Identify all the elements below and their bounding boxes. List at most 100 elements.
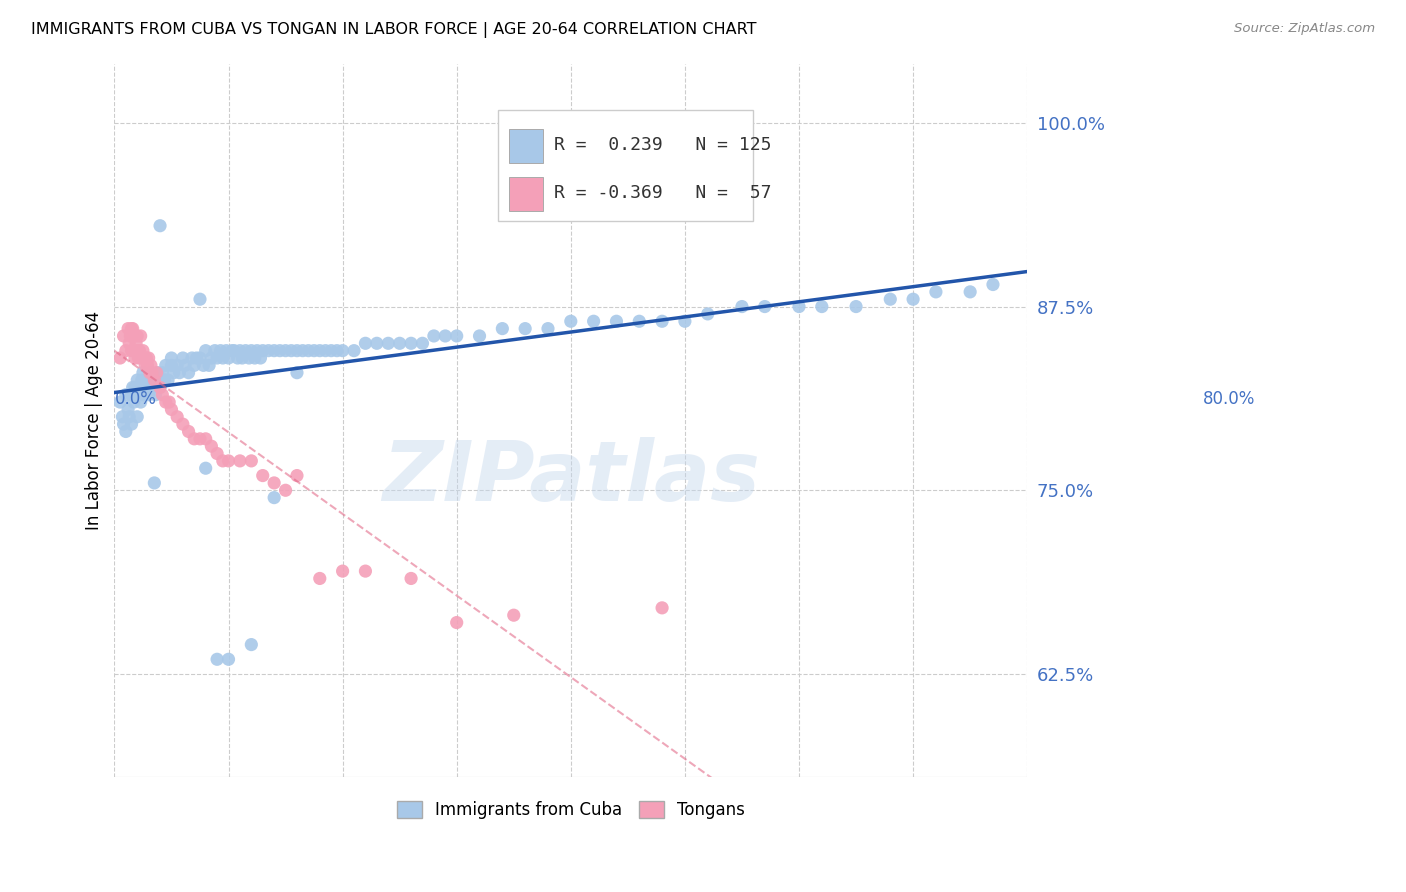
Point bbox=[285, 468, 308, 483]
Point bbox=[143, 475, 166, 490]
Point bbox=[308, 343, 330, 358]
Point bbox=[112, 329, 135, 343]
Point bbox=[194, 461, 217, 475]
Point bbox=[308, 571, 330, 585]
Point bbox=[125, 336, 148, 351]
Point bbox=[731, 300, 754, 314]
Point bbox=[269, 343, 291, 358]
Point bbox=[845, 300, 868, 314]
Point bbox=[628, 314, 651, 328]
Point bbox=[118, 409, 141, 424]
Point bbox=[124, 380, 146, 394]
Point bbox=[118, 336, 141, 351]
Point bbox=[754, 300, 776, 314]
Point bbox=[354, 564, 377, 578]
Point bbox=[117, 321, 139, 335]
Point bbox=[332, 564, 354, 578]
Point bbox=[114, 388, 136, 402]
Point bbox=[127, 343, 149, 358]
Point bbox=[925, 285, 948, 299]
Point bbox=[114, 425, 136, 439]
Point bbox=[537, 321, 560, 335]
Point bbox=[177, 366, 200, 380]
Point bbox=[879, 292, 901, 306]
Point bbox=[157, 395, 180, 409]
Point bbox=[246, 343, 269, 358]
FancyBboxPatch shape bbox=[509, 129, 544, 163]
Text: IMMIGRANTS FROM CUBA VS TONGAN IN LABOR FORCE | AGE 20-64 CORRELATION CHART: IMMIGRANTS FROM CUBA VS TONGAN IN LABOR … bbox=[31, 22, 756, 38]
Point bbox=[139, 366, 162, 380]
Point bbox=[183, 359, 205, 373]
Point bbox=[901, 292, 924, 306]
Point bbox=[135, 373, 157, 387]
Text: 0.0%: 0.0% bbox=[114, 390, 156, 408]
Point bbox=[143, 373, 166, 387]
Point bbox=[240, 454, 263, 468]
Point bbox=[243, 351, 266, 365]
Point bbox=[297, 343, 319, 358]
Point bbox=[139, 359, 162, 373]
Point bbox=[229, 343, 252, 358]
Point bbox=[121, 321, 143, 335]
Point bbox=[127, 409, 149, 424]
Point bbox=[155, 359, 177, 373]
Point bbox=[226, 351, 249, 365]
Point bbox=[252, 343, 274, 358]
Point bbox=[240, 343, 263, 358]
Point bbox=[811, 300, 834, 314]
Point bbox=[257, 343, 280, 358]
Point bbox=[128, 343, 150, 358]
Point bbox=[515, 321, 537, 335]
Point bbox=[468, 329, 491, 343]
Point bbox=[122, 395, 145, 409]
Point bbox=[388, 336, 411, 351]
Point bbox=[218, 454, 240, 468]
Point bbox=[153, 373, 176, 387]
Point bbox=[136, 359, 159, 373]
Point bbox=[131, 351, 153, 365]
Point bbox=[139, 366, 162, 380]
Y-axis label: In Labor Force | Age 20-64: In Labor Force | Age 20-64 bbox=[86, 311, 103, 530]
Point bbox=[188, 292, 211, 306]
Point bbox=[263, 491, 285, 505]
Point bbox=[128, 380, 150, 394]
Point bbox=[194, 432, 217, 446]
Point bbox=[446, 329, 468, 343]
Point bbox=[446, 615, 468, 630]
Legend: Immigrants from Cuba, Tongans: Immigrants from Cuba, Tongans bbox=[389, 794, 752, 826]
Point bbox=[132, 351, 155, 365]
Point bbox=[188, 432, 211, 446]
FancyBboxPatch shape bbox=[498, 111, 754, 221]
Point bbox=[120, 329, 142, 343]
Point bbox=[112, 417, 135, 431]
Point bbox=[117, 402, 139, 417]
Point bbox=[132, 380, 155, 394]
FancyBboxPatch shape bbox=[509, 177, 544, 211]
Point bbox=[291, 343, 314, 358]
Point bbox=[121, 321, 143, 335]
Point bbox=[204, 343, 226, 358]
Point bbox=[502, 608, 524, 623]
Point bbox=[141, 366, 163, 380]
Point bbox=[172, 417, 194, 431]
Point bbox=[411, 336, 433, 351]
Point bbox=[141, 380, 163, 394]
Point bbox=[205, 652, 228, 666]
Point bbox=[321, 343, 343, 358]
Point bbox=[252, 468, 274, 483]
Point bbox=[200, 439, 222, 453]
Point bbox=[166, 359, 188, 373]
Point bbox=[224, 343, 246, 358]
Point bbox=[134, 359, 156, 373]
Point bbox=[332, 343, 354, 358]
Point bbox=[188, 351, 211, 365]
Text: R =  0.239   N = 125: R = 0.239 N = 125 bbox=[554, 136, 772, 154]
Point bbox=[302, 343, 325, 358]
Point bbox=[787, 300, 810, 314]
Point bbox=[145, 388, 167, 402]
Point bbox=[132, 388, 155, 402]
Point bbox=[121, 417, 143, 431]
Point bbox=[145, 366, 167, 380]
Point bbox=[149, 380, 172, 394]
Point bbox=[138, 388, 160, 402]
